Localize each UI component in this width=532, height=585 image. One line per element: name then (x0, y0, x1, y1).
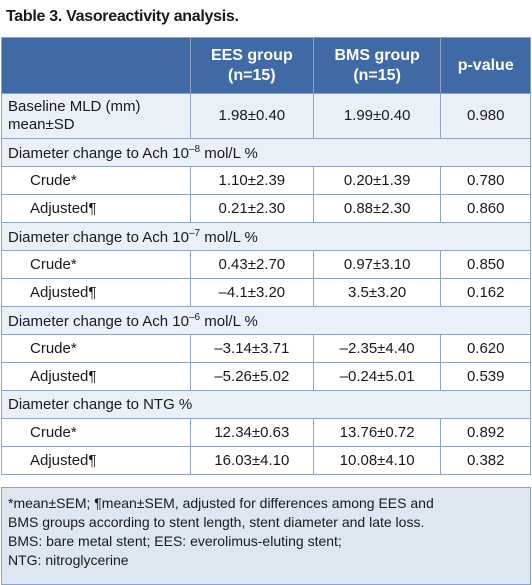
section-cell: Diameter change to Ach 10–7 mol/L % (1, 222, 531, 251)
footnote-line: NTG: nitroglycerine (8, 552, 129, 568)
value-cell: 3.5±3.20 (312, 278, 442, 307)
section-cell: Diameter change to NTG % (1, 390, 531, 419)
section-text: mol/L % (200, 312, 258, 330)
value-cell: 13.76±0.72 (312, 418, 442, 447)
value-cell: 0.539 (440, 362, 531, 391)
data-row: Crude* 0.43±2.70 0.97±3.10 0.850 (1, 250, 531, 279)
footnote-line: *mean±SEM; ¶mean±SEM, adjusted for diffe… (8, 495, 434, 511)
section-row: Diameter change to NTG % (1, 390, 531, 419)
footnote-line: BMS groups according to stent length, st… (8, 514, 425, 530)
section-row: Diameter change to Ach 10–8 mol/L % (1, 138, 531, 167)
value-cell: –0.24±5.01 (312, 362, 442, 391)
data-row: Crude* –3.14±3.71 –2.35±4.40 0.620 (1, 334, 531, 363)
row-label: Adjusted¶ (1, 362, 191, 391)
value-cell: 0.850 (440, 250, 531, 279)
section-text: Diameter change to Ach 10 (8, 312, 189, 330)
value-cell: 0.162 (440, 278, 531, 307)
table: EES group (n=15) BMS group (n=15) p-value B… (1, 37, 531, 475)
value-cell: 1.10±2.39 (189, 166, 314, 195)
value-cell: 16.03±4.10 (189, 446, 314, 475)
data-row: Crude* 12.34±0.63 13.76±0.72 0.892 (1, 418, 531, 447)
value-cell: 0.20±1.39 (312, 166, 442, 195)
row-label: Crude* (1, 250, 191, 279)
value-cell: 1.99±0.40 (312, 93, 442, 139)
section-sup: –6 (188, 311, 201, 323)
data-row: Adjusted¶ 16.03±4.10 10.08±4.10 0.382 (1, 446, 531, 475)
header-cell (1, 37, 191, 94)
value-cell: 0.97±3.10 (312, 250, 442, 279)
row-label: Baseline MLD (mm) mean±SD (1, 93, 191, 139)
value-cell: 12.34±0.63 (189, 418, 314, 447)
data-row: Adjusted¶ 0.21±2.30 0.88±2.30 0.860 (1, 194, 531, 223)
footnote-line: BMS: bare metal stent; EES: everolimus-e… (8, 533, 342, 549)
section-cell: Diameter change to Ach 10–6 mol/L % (1, 306, 531, 335)
value-cell: –2.35±4.40 (312, 334, 442, 363)
header-cell: BMS group (n=15) (312, 37, 442, 94)
table-title: Table 3. Vasoreactivity analysis. (6, 8, 239, 25)
section-row: Diameter change to Ach 10–6 mol/L % (1, 306, 531, 335)
row-label: Adjusted¶ (1, 194, 191, 223)
footnotes: *mean±SEM; ¶mean±SEM, adjusted for diffe… (1, 487, 531, 585)
section-cell: Diameter change to Ach 10–8 mol/L % (1, 138, 531, 167)
value-cell: 0.620 (440, 334, 531, 363)
value-cell: 0.382 (440, 446, 531, 475)
value-cell: 0.860 (440, 194, 531, 223)
section-row: Diameter change to Ach 10–7 mol/L % (1, 222, 531, 251)
section-text: mol/L % (200, 228, 258, 246)
value-cell: 0.892 (440, 418, 531, 447)
value-cell: 0.21±2.30 (189, 194, 314, 223)
section-text: mol/L % (200, 144, 258, 162)
header-cell: EES group (n=15) (189, 37, 314, 94)
section-text: Diameter change to NTG % (8, 396, 193, 413)
section-sup: –8 (188, 143, 201, 155)
value-cell: –5.26±5.02 (189, 362, 314, 391)
section-sup: –7 (188, 227, 201, 239)
row-label: Crude* (1, 418, 191, 447)
row-label: Crude* (1, 166, 191, 195)
value-cell: –3.14±3.71 (189, 334, 314, 363)
data-row: Baseline MLD (mm) mean±SD 1.98±0.40 1.99±0… (1, 93, 531, 139)
value-cell: 0.43±2.70 (189, 250, 314, 279)
data-row: Adjusted¶ –4.1±3.20 3.5±3.20 0.162 (1, 278, 531, 307)
section-text: Diameter change to Ach 10 (8, 144, 189, 162)
value-cell: 10.08±4.10 (312, 446, 442, 475)
row-label: Adjusted¶ (1, 446, 191, 475)
row-label: Crude* (1, 334, 191, 363)
value-cell: –4.1±3.20 (189, 278, 314, 307)
header-row: EES group (n=15) BMS group (n=15) p-value (1, 37, 531, 94)
value-cell: 0.780 (440, 166, 531, 195)
value-cell: 0.88±2.30 (312, 194, 442, 223)
value-cell: 0.980 (440, 93, 531, 139)
value-cell: 1.98±0.40 (189, 93, 314, 139)
section-text: Diameter change to Ach 10 (8, 228, 189, 246)
header-cell: p-value (440, 37, 531, 94)
data-row: Crude* 1.10±2.39 0.20±1.39 0.780 (1, 166, 531, 195)
row-label: Adjusted¶ (1, 278, 191, 307)
data-row: Adjusted¶ –5.26±5.02 –0.24±5.01 0.539 (1, 362, 531, 391)
